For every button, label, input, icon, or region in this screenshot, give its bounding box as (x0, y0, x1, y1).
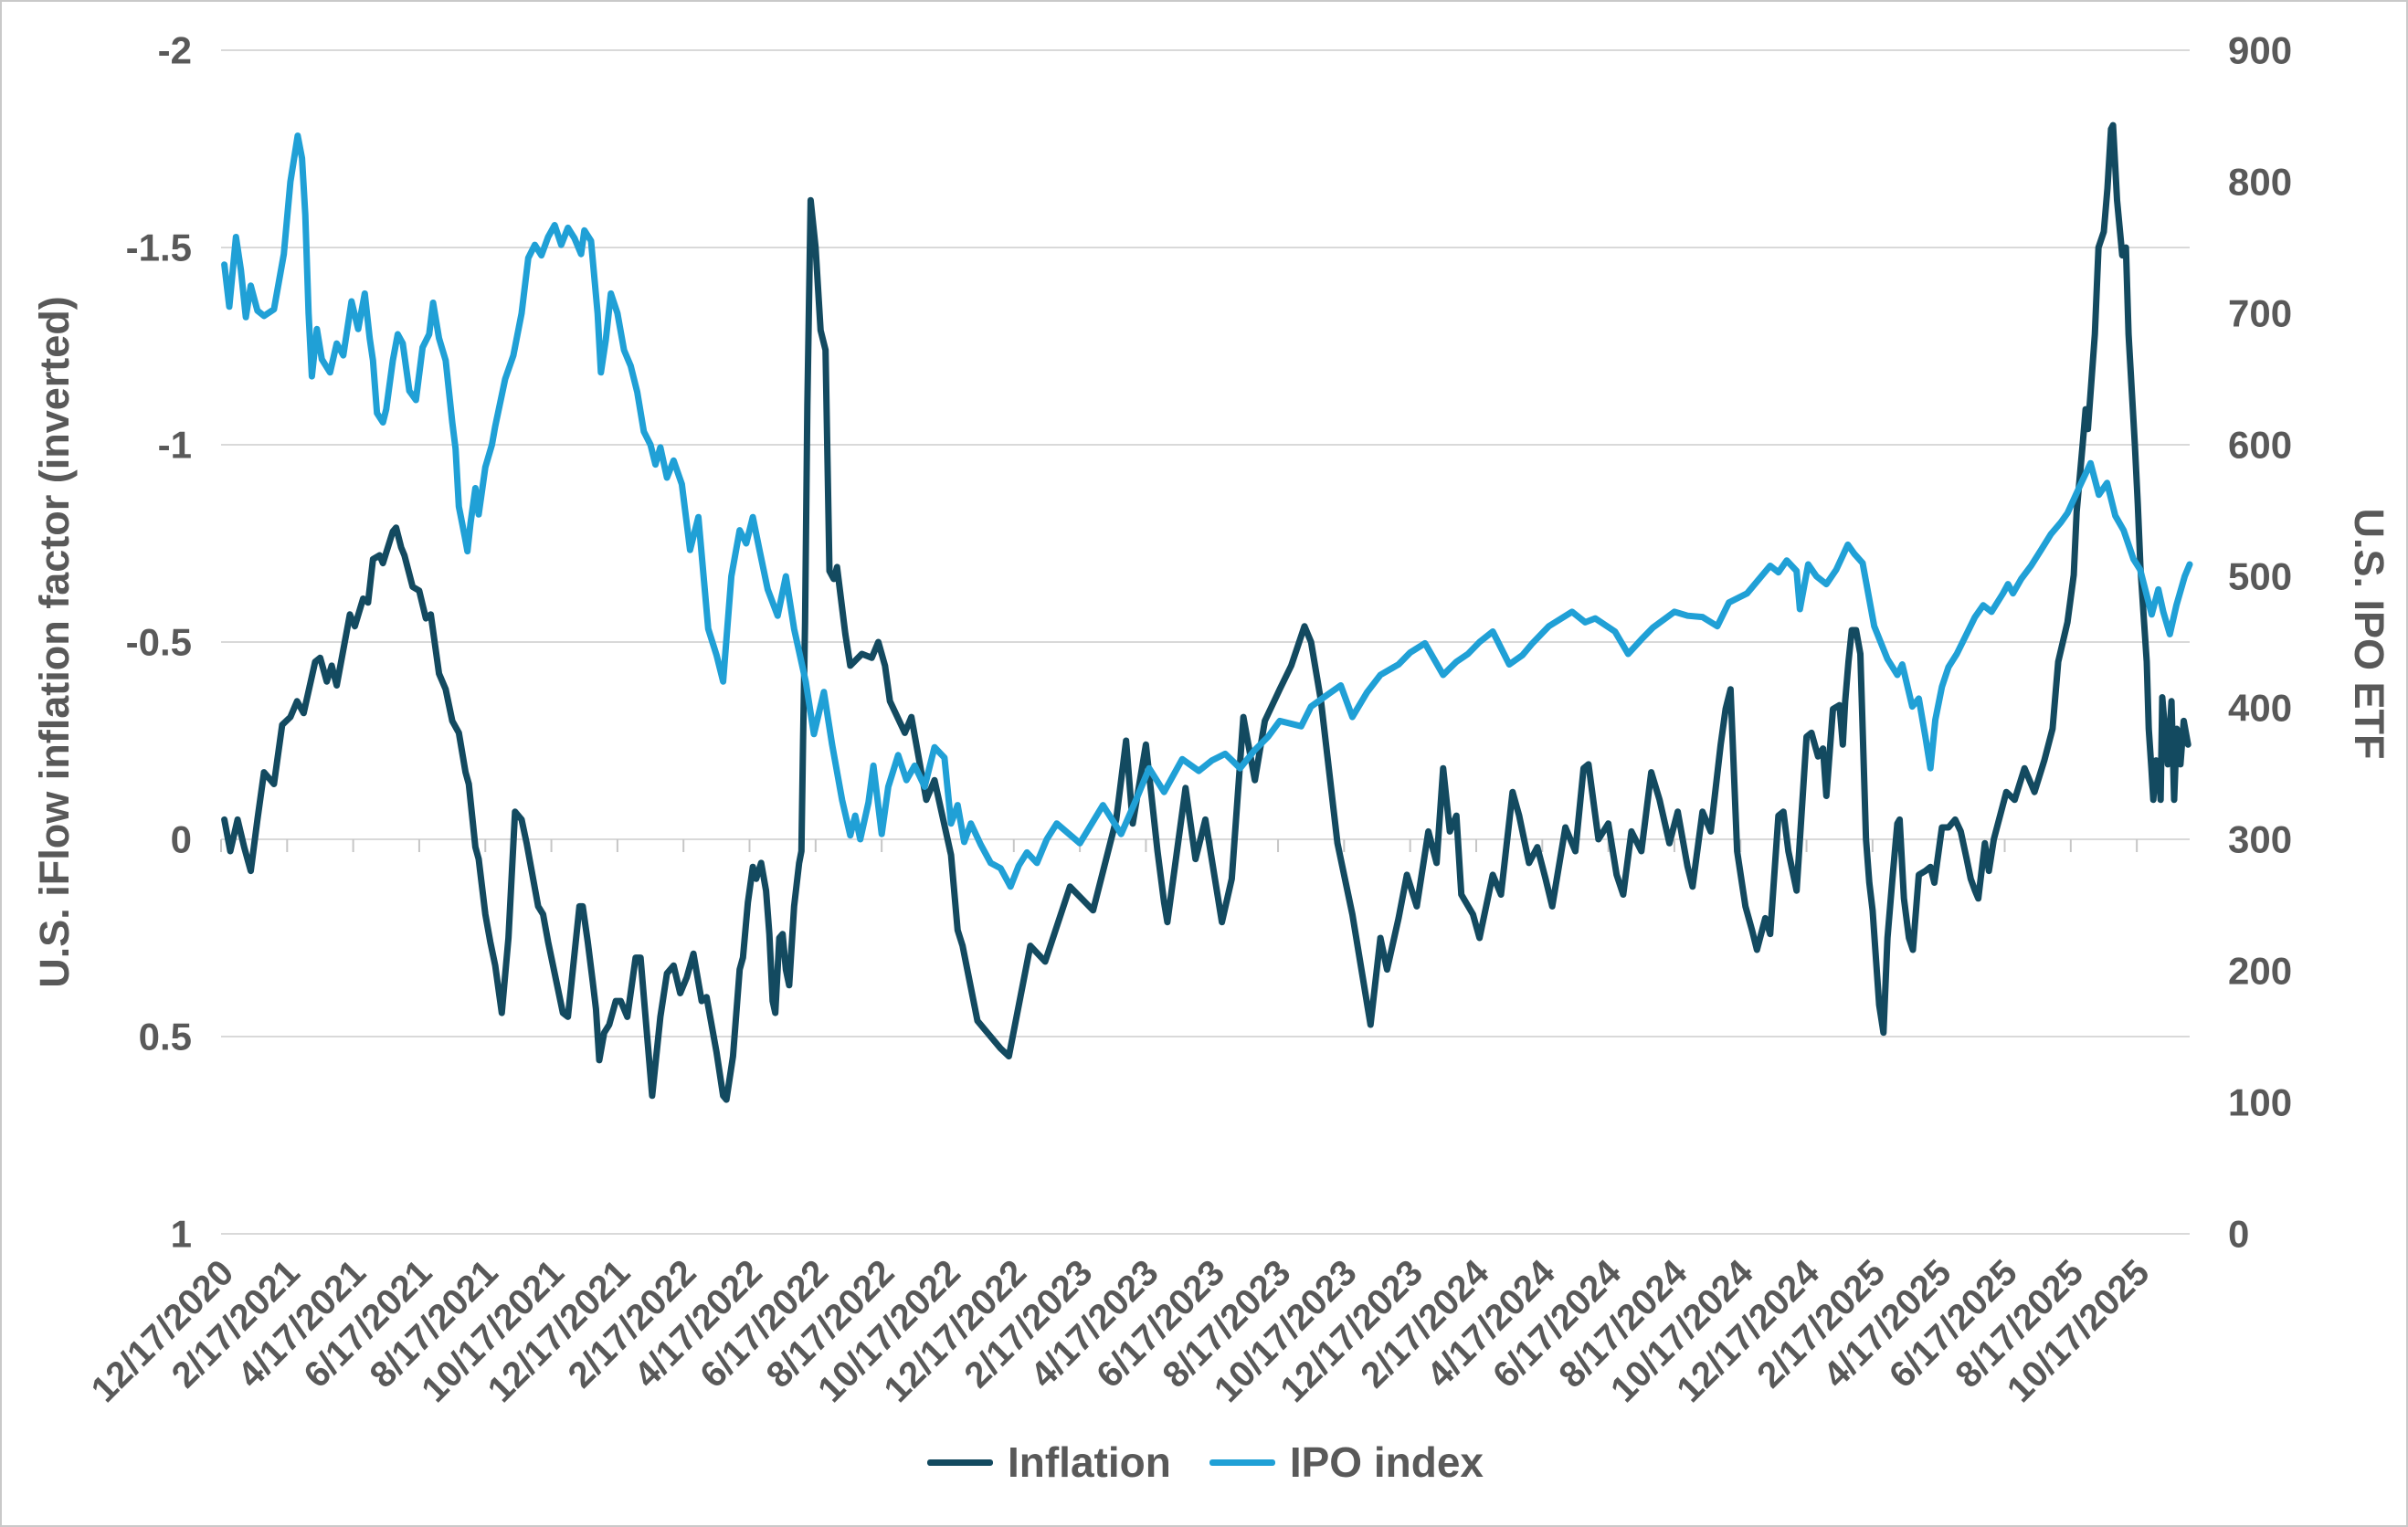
legend-label: IPO index (1289, 1438, 1484, 1486)
right-axis-title: U.S. IPO ETF (2346, 508, 2392, 760)
left-axis-title: U.S. iFlow inflation factor (inverted) (31, 296, 78, 988)
left-axis-tick-label: -0.5 (126, 621, 192, 664)
right-axis-tick-label: 200 (2228, 950, 2292, 993)
left-axis-tick-labels: -2 -1.5 -1 -0.5 0 0.5 1 (126, 29, 192, 1256)
legend-label: Inflation (1007, 1438, 1171, 1486)
left-axis-tick-label: 0 (171, 818, 192, 861)
left-axis-tick-label: -1 (158, 424, 192, 467)
right-axis-tick-label: 700 (2228, 292, 2292, 335)
left-axis-tick-label: 0.5 (139, 1016, 192, 1058)
legend-line-swatch (1209, 1459, 1275, 1466)
legend-item-ipo-index: IPO index (1209, 1441, 1484, 1483)
left-axis-tick-label: -1.5 (126, 226, 192, 269)
left-axis-tick-label: 1 (171, 1213, 192, 1256)
right-axis-tick-labels: 900 800 700 600 500 400 300 200 100 0 (2228, 29, 2292, 1256)
right-axis-tick-label: 100 (2228, 1081, 2292, 1124)
legend-item-inflation: Inflation (926, 1438, 1171, 1486)
right-axis-tick-label: 400 (2228, 687, 2292, 730)
x-axis-date-labels: 12/17/20202/17/20214/17/20216/17/20218/1… (84, 1252, 2158, 1410)
right-axis-tick-label: 600 (2228, 424, 2292, 467)
legend: Inflation IPO index (221, 1441, 2190, 1483)
right-axis-tick-label: 500 (2228, 555, 2292, 598)
right-axis-tick-label: 0 (2228, 1213, 2249, 1256)
right-axis-tick-label: 300 (2228, 818, 2292, 861)
inflation-line (221, 121, 2191, 1103)
right-axis-tick-label: 900 (2228, 29, 2292, 72)
left-axis-tick-label: -2 (158, 29, 192, 72)
right-axis-tick-label: 800 (2228, 161, 2292, 204)
legend-line-swatch (926, 1459, 993, 1466)
ipo-index-line (221, 132, 2193, 890)
gridlines (221, 49, 2190, 1235)
